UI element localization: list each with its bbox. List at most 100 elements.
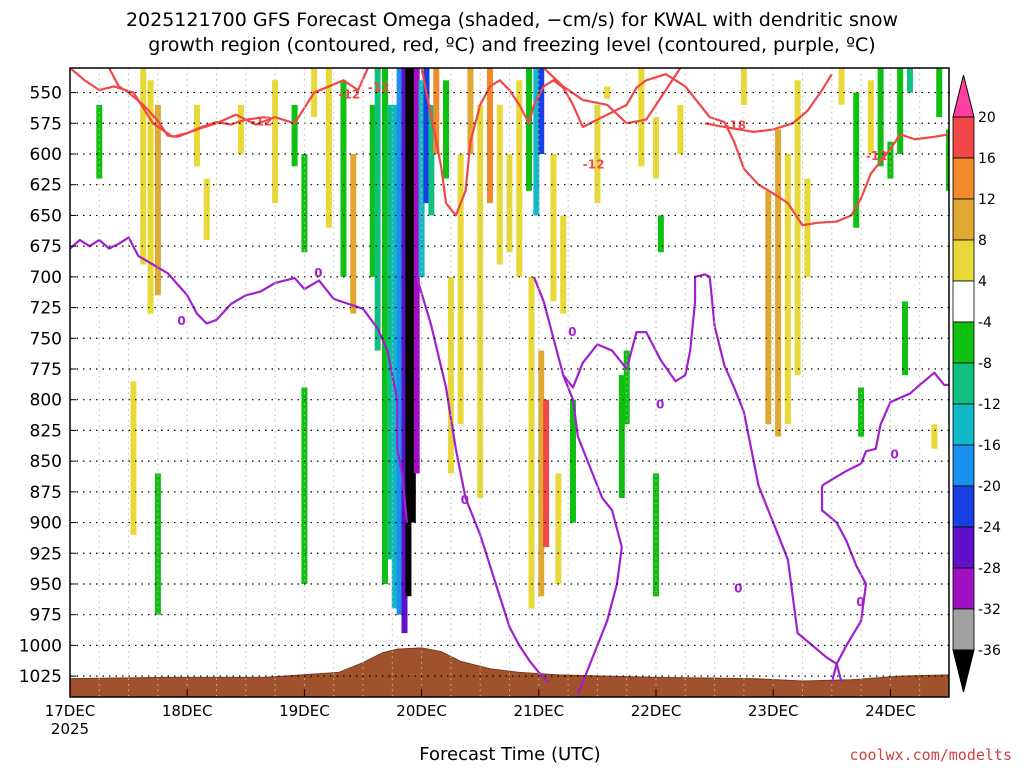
y-tick-label: 800 — [30, 391, 62, 411]
x-tick-label: 19DEC — [279, 702, 330, 720]
grid — [70, 68, 949, 697]
omega-band — [486, 68, 493, 204]
omega-band — [396, 68, 403, 615]
omega-band — [409, 68, 416, 523]
freezing-contour-label: 0 — [856, 595, 864, 609]
omega-band — [657, 215, 664, 253]
colorbar-swatch — [952, 567, 975, 610]
y-tick-label: 925 — [30, 544, 62, 564]
dgz-contour-label: -12 — [339, 88, 361, 102]
freezing-level-contour-line — [70, 236, 409, 523]
omega-band — [653, 117, 659, 179]
y-tick-label: 950 — [30, 575, 62, 595]
omega-band — [543, 399, 550, 548]
terrain-fill — [70, 647, 949, 697]
omega-band — [140, 68, 147, 265]
y-tick-label: 750 — [30, 329, 62, 349]
colorbar-label: -28 — [978, 561, 1001, 577]
omega-band — [555, 473, 562, 584]
colorbar-label: -4 — [978, 315, 992, 331]
x-tick-label: 18DEC — [162, 702, 213, 720]
colorbar-swatch — [952, 239, 975, 282]
colorbar-label: 4 — [978, 274, 987, 290]
omega-band — [413, 68, 420, 474]
omega-band — [931, 424, 938, 449]
colorbar-swatch — [952, 157, 975, 200]
plot-area: -12 -12 -12 -12 -18 -12 0 0 0 0 0 0 0 0 — [70, 68, 949, 697]
dgz-contour-label: -12 — [368, 80, 390, 94]
omega-band — [794, 80, 801, 376]
omega-band — [369, 104, 376, 277]
colorbar-bottom-arrow — [952, 649, 975, 693]
omega-band — [506, 153, 513, 253]
dgz-contour-label: -12 — [583, 158, 605, 172]
x-axis-label: Forecast Time (UTC) — [419, 744, 601, 765]
y-tick-label: 875 — [30, 483, 62, 503]
x-tick-label: 17DEC — [45, 702, 96, 720]
omega-band — [291, 104, 298, 167]
omega-band — [784, 153, 791, 425]
colorbar-label: 20 — [978, 110, 996, 126]
dgz-contour-line — [420, 68, 949, 227]
y-tick-label: 600 — [30, 145, 62, 165]
omega-band — [533, 68, 540, 216]
omega-band — [550, 153, 557, 302]
colorbar-swatch — [952, 198, 975, 241]
credit-link[interactable]: coolwx.com/modelts — [849, 746, 1012, 764]
omega-band — [193, 104, 200, 167]
dgz-contour-label: -18 — [724, 118, 746, 132]
axes: 550 575 600 625 650 675 700 725 750 775 800 825 850 8… — [19, 67, 950, 738]
colorbar-label: 16 — [978, 151, 996, 167]
y-tick-label: 1025 — [19, 667, 62, 687]
omega-band — [858, 387, 865, 437]
omega-band — [887, 141, 894, 179]
colorbar-swatch — [952, 485, 975, 528]
omega-band — [405, 68, 412, 597]
freezing-contour-label: 0 — [656, 397, 664, 411]
dgz-contour-label: -12 — [251, 115, 273, 129]
colorbar-swatch — [952, 526, 975, 569]
plot-clip-group: -12 -12 -12 -12 -18 -12 0 0 0 0 0 0 0 0 — [70, 68, 949, 697]
omega-band — [538, 68, 545, 154]
y-tick-label: 625 — [30, 176, 62, 196]
colorbar-swatch — [952, 403, 975, 446]
omega-band — [804, 178, 811, 277]
colorbar-top-arrow — [952, 74, 975, 118]
omega-band — [340, 80, 347, 277]
freezing-contour-label: 0 — [461, 493, 469, 507]
x-tick-label: 22DEC — [631, 702, 682, 720]
omega-band — [381, 68, 388, 584]
colorbar-swatch — [952, 362, 975, 405]
omega-band — [301, 153, 308, 253]
y-tick-label: 550 — [30, 84, 62, 104]
freezing-contour-label: 0 — [314, 266, 322, 280]
omega-band — [477, 104, 484, 498]
omega-band — [237, 104, 244, 154]
omega-band — [325, 68, 332, 228]
y-tick-label: 775 — [30, 360, 62, 380]
omega-band — [528, 276, 535, 609]
omega-band — [877, 68, 884, 167]
omega-band — [853, 92, 860, 228]
omega-band — [154, 473, 161, 615]
omega-band — [569, 399, 576, 523]
y-tick-label: 900 — [30, 514, 62, 534]
y-tick-label: 1000 — [19, 636, 62, 656]
y-tick-label: 850 — [30, 452, 62, 472]
omega-band — [423, 68, 430, 204]
omega-band — [775, 129, 782, 437]
colorbar-swatch — [952, 321, 975, 364]
chart-title-line-2: growth region (contoured, red, ºC) and f… — [148, 34, 876, 56]
dgz-contour-line — [542, 68, 682, 125]
plot-frame — [69, 67, 950, 698]
colorbar-label: 12 — [978, 192, 996, 208]
colorbar-swatch — [952, 608, 975, 651]
omega-band — [560, 215, 567, 314]
colorbar-label: -24 — [978, 520, 1001, 536]
omega-band — [946, 129, 949, 191]
omega-band — [443, 80, 450, 179]
y-tick-label: 575 — [30, 114, 62, 134]
chart-title-line-1: 2025121700 GFS Forecast Omega (shaded, −… — [125, 9, 899, 31]
omega-band — [838, 68, 845, 105]
